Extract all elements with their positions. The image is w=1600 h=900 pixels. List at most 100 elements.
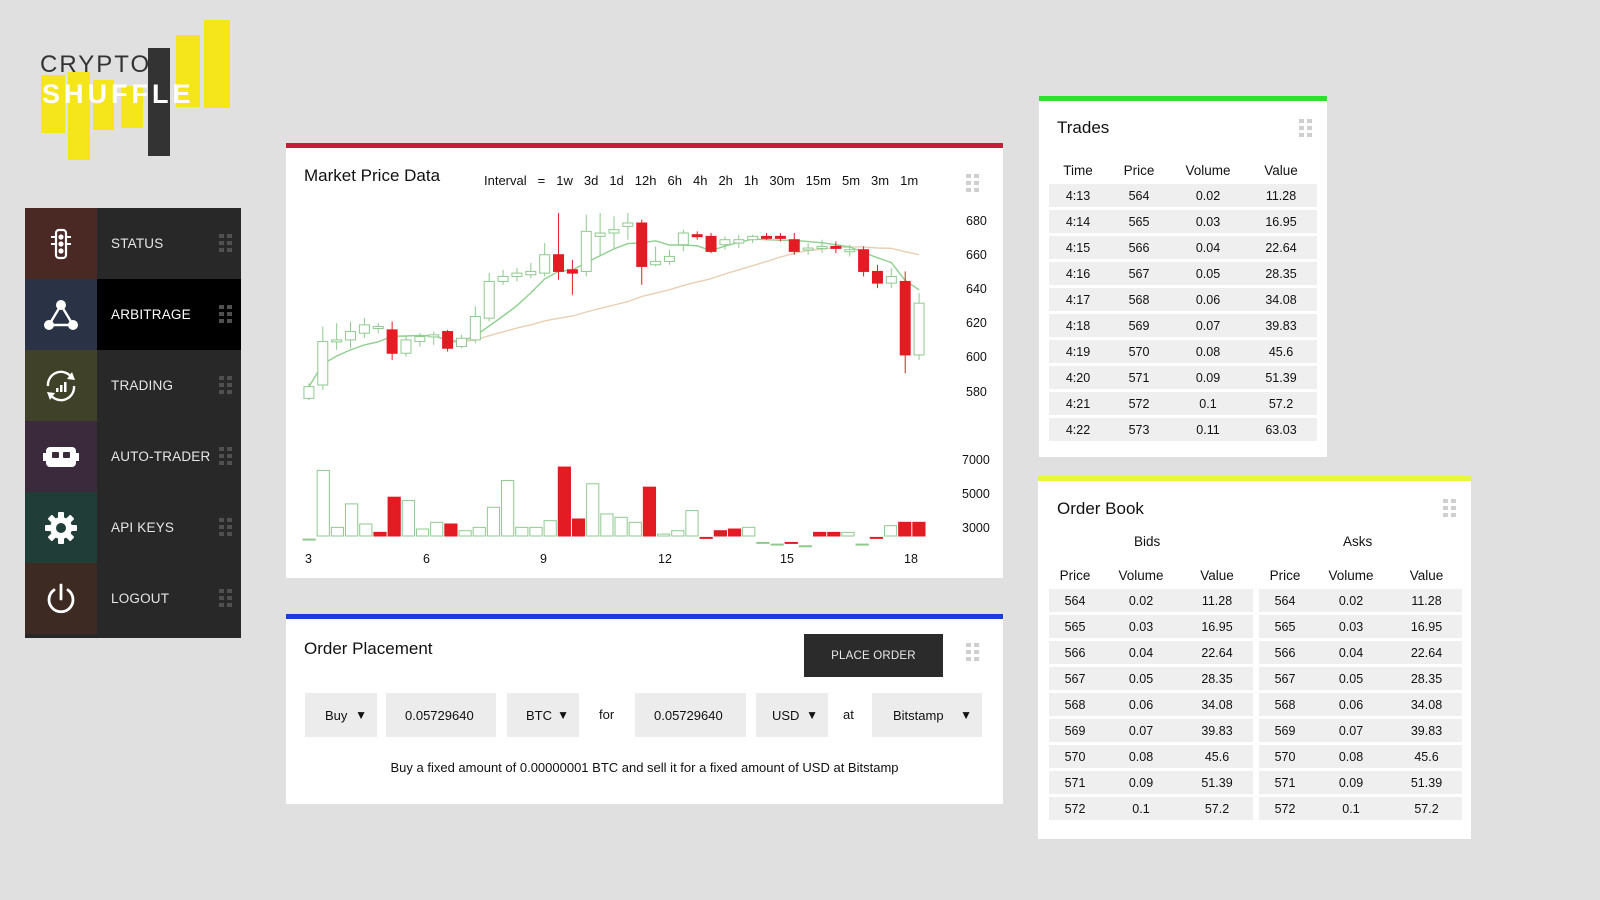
table-row: 568 0.06 34.08 bbox=[1259, 693, 1462, 716]
volume-bar bbox=[557, 466, 571, 537]
volume-tick-label: 3000 bbox=[962, 521, 990, 535]
table-row: 569 0.07 39.83 bbox=[1259, 719, 1462, 742]
x-tick-label: 18 bbox=[904, 552, 918, 566]
volume-bar bbox=[699, 536, 713, 539]
candle-body bbox=[497, 275, 509, 282]
sidebar-item-auto-trader[interactable]: AUTO-TRADER bbox=[25, 421, 241, 492]
table-cell: 567 bbox=[1107, 262, 1171, 285]
base-currency-select[interactable]: BTC ▼ bbox=[507, 693, 579, 737]
table-row: 564 0.02 11.28 bbox=[1259, 589, 1462, 612]
asks-table-body: 564 0.02 11.28 565 0.03 16.95 566 0.04 22.64 567 0… bbox=[1259, 589, 1462, 820]
quote-currency-select[interactable]: USD ▼ bbox=[756, 693, 828, 737]
table-row: 571 0.09 51.39 bbox=[1049, 771, 1253, 794]
robot-icon bbox=[25, 421, 97, 492]
interval-option-6h[interactable]: 6h bbox=[667, 173, 682, 188]
interval-option-30m[interactable]: 30m bbox=[769, 173, 795, 188]
table-row: 566 0.04 22.64 bbox=[1259, 641, 1462, 664]
table-cell: 28.35 bbox=[1245, 262, 1317, 285]
interval-option-15m[interactable]: 15m bbox=[805, 173, 831, 188]
table-cell: 0.11 bbox=[1171, 418, 1245, 441]
trades-panel: Trades Time Price Volume Value 4:13 564 0.… bbox=[1039, 96, 1327, 457]
sidebar-item-trading[interactable]: TRADING bbox=[25, 350, 241, 421]
candle-body bbox=[553, 254, 565, 272]
table-row: 4:16 567 0.05 28.35 bbox=[1049, 262, 1317, 285]
drag-handle-icon[interactable] bbox=[966, 174, 988, 194]
total-input[interactable]: 0.05729640 bbox=[635, 693, 746, 737]
interval-option-1m[interactable]: 1m bbox=[900, 173, 919, 188]
drag-handle-icon[interactable] bbox=[219, 588, 233, 609]
table-cell: 569 bbox=[1259, 719, 1311, 742]
volume-bar bbox=[529, 526, 543, 537]
place-order-button[interactable]: PLACE ORDER bbox=[804, 634, 943, 677]
table-header-row: Price Volume Value bbox=[1259, 564, 1462, 586]
sidebar-item-label: ARBITRAGE bbox=[111, 307, 191, 322]
table-row: 4:18 569 0.07 39.83 bbox=[1049, 314, 1317, 337]
interval-option-5m[interactable]: 5m bbox=[841, 173, 861, 188]
candle-body bbox=[483, 280, 495, 319]
sidebar-item-api-keys[interactable]: API KEYS bbox=[25, 492, 241, 563]
table-cell: 0.04 bbox=[1101, 641, 1181, 664]
drag-handle-icon[interactable] bbox=[966, 643, 988, 663]
volume-bar bbox=[501, 479, 515, 537]
interval-option-2h[interactable]: 2h bbox=[718, 173, 733, 188]
candle-body bbox=[428, 334, 440, 338]
table-cell: 570 bbox=[1107, 340, 1171, 363]
dropdown-arrow-icon: ▼ bbox=[355, 708, 367, 722]
table-cell: 0.07 bbox=[1171, 314, 1245, 337]
exchange-select[interactable]: Bitstamp ▼ bbox=[872, 693, 982, 737]
interval-option-3m[interactable]: 3m bbox=[871, 173, 890, 188]
amount-input[interactable]: 0.05729640 bbox=[386, 693, 496, 737]
sidebar-item-status[interactable]: STATUS bbox=[25, 208, 241, 279]
table-cell: 4:15 bbox=[1049, 236, 1107, 259]
interval-option-3d[interactable]: 3d bbox=[583, 173, 599, 188]
network-icon bbox=[25, 279, 97, 350]
trading-cycle-icon bbox=[25, 350, 97, 421]
table-cell: 0.1 bbox=[1171, 392, 1245, 415]
drag-handle-icon[interactable] bbox=[219, 446, 233, 467]
table-cell: 566 bbox=[1107, 236, 1171, 259]
candle-body bbox=[303, 386, 315, 399]
table-cell: 11.28 bbox=[1391, 589, 1462, 612]
table-cell: 0.02 bbox=[1101, 589, 1181, 612]
table-row: 572 0.1 57.2 bbox=[1259, 797, 1462, 820]
table-cell: 34.08 bbox=[1245, 288, 1317, 311]
table-cell: 568 bbox=[1259, 693, 1311, 716]
drag-handle-icon[interactable] bbox=[1299, 119, 1321, 139]
interval-option-1h[interactable]: 1h bbox=[743, 173, 759, 188]
sidebar-item-arbitrage[interactable]: ARBITRAGE bbox=[25, 279, 241, 350]
interval-option-1w[interactable]: 1w bbox=[556, 173, 573, 188]
dropdown-arrow-icon: ▼ bbox=[806, 708, 818, 722]
drag-handle-icon[interactable] bbox=[219, 304, 233, 325]
column-header: Value bbox=[1409, 567, 1444, 583]
interval-option-12h[interactable]: 12h bbox=[634, 173, 657, 188]
table-row: 4:13 564 0.02 11.28 bbox=[1049, 184, 1317, 207]
table-cell: 571 bbox=[1259, 771, 1311, 794]
candle-body bbox=[691, 234, 703, 238]
side-select[interactable]: Buy ▼ bbox=[305, 693, 377, 737]
price-tick-label: 620 bbox=[966, 316, 987, 330]
candle-body bbox=[761, 235, 773, 239]
quote-currency-value: USD bbox=[772, 707, 800, 723]
drag-handle-icon[interactable] bbox=[219, 375, 233, 396]
drag-handle-icon[interactable] bbox=[219, 517, 233, 538]
sidebar-item-logout[interactable]: LOGOUT bbox=[25, 563, 241, 634]
table-row: 4:19 570 0.08 45.6 bbox=[1049, 340, 1317, 363]
candle-body bbox=[885, 275, 897, 284]
interval-option-4h[interactable]: 4h bbox=[692, 173, 708, 188]
sidebar-item-label: TRADING bbox=[111, 378, 174, 393]
candle-body bbox=[733, 239, 745, 244]
volume-bar bbox=[415, 528, 430, 537]
table-cell: 11.28 bbox=[1245, 184, 1317, 207]
table-cell: 570 bbox=[1049, 745, 1101, 768]
interval-option-1d[interactable]: 1d bbox=[609, 173, 624, 188]
drag-handle-icon[interactable] bbox=[1443, 499, 1465, 519]
sidebar-nav: STATUS ARBITRAGE TRADING AUTO-TRADER API… bbox=[25, 208, 241, 638]
drag-handle-icon[interactable] bbox=[219, 233, 233, 254]
table-row: 4:17 568 0.06 34.08 bbox=[1049, 288, 1317, 311]
table-cell: 4:18 bbox=[1049, 314, 1107, 337]
logo-line2: SHUFFLE bbox=[42, 79, 195, 109]
table-cell: 4:21 bbox=[1049, 392, 1107, 415]
volume-bar bbox=[444, 523, 458, 537]
order-panel-title: Order Placement bbox=[304, 639, 433, 658]
candle-body bbox=[469, 316, 481, 341]
